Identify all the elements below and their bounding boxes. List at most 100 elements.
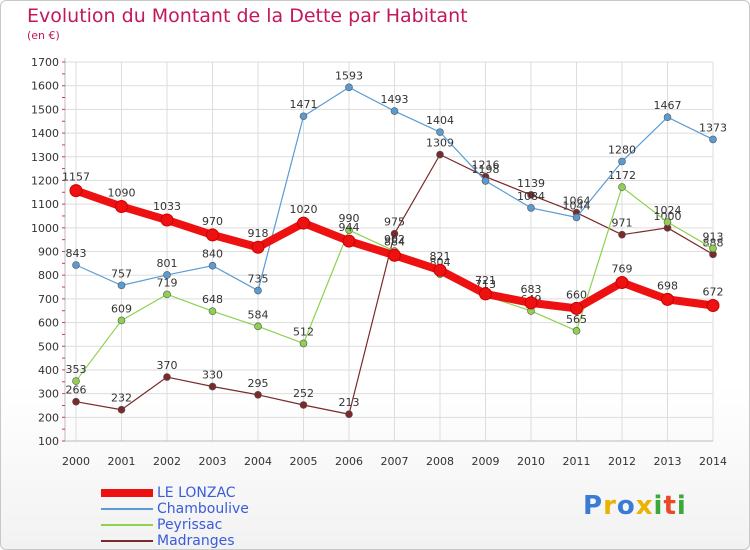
- legend-label: Madranges: [157, 533, 235, 549]
- data-label: 1404: [426, 114, 454, 127]
- data-label: 1467: [654, 99, 682, 112]
- data-label: 584: [248, 308, 269, 321]
- data-label: 1373: [699, 121, 727, 134]
- data-point: [299, 339, 308, 348]
- data-label: 1084: [517, 190, 545, 203]
- data-point: [72, 261, 80, 269]
- data-label: 888: [703, 236, 724, 249]
- legend-swatch: [101, 524, 153, 526]
- data-label: 1216: [472, 159, 500, 172]
- y-tick-label: 1200: [31, 174, 59, 187]
- y-tick-label: 1500: [31, 103, 59, 116]
- legend-label: Peyrissac: [157, 517, 223, 533]
- data-point: [709, 244, 717, 253]
- x-tick-label: 2006: [335, 455, 363, 468]
- x-tick-label: 2005: [290, 455, 318, 468]
- data-point: [342, 234, 356, 248]
- x-tick-label: 2000: [62, 455, 90, 468]
- data-point: [69, 184, 83, 198]
- data-label: 944: [339, 221, 360, 234]
- data-label: 1024: [654, 204, 682, 217]
- data-point: [163, 271, 171, 279]
- logo-letter: r: [603, 491, 617, 521]
- data-point: [572, 213, 581, 222]
- x-tick-label: 2013: [654, 455, 682, 468]
- x-tick-label: 2004: [244, 455, 272, 468]
- x-tick-label: 2011: [563, 455, 591, 468]
- y-tick-label: 600: [38, 317, 59, 330]
- data-point: [299, 401, 308, 409]
- y-tick-label: 300: [38, 388, 59, 401]
- logo-letter: i: [676, 491, 687, 521]
- data-point: [663, 218, 672, 226]
- x-tick-label: 2008: [426, 455, 454, 468]
- x-tick-label: 2010: [517, 455, 545, 468]
- data-point: [436, 150, 444, 159]
- data-label: 1198: [472, 163, 500, 176]
- data-label: 840: [202, 248, 223, 261]
- data-point: [163, 373, 171, 381]
- data-label: 672: [703, 286, 724, 299]
- data-point: [160, 213, 174, 227]
- data-point: [570, 301, 583, 315]
- data-label: 971: [612, 217, 633, 230]
- data-point: [572, 327, 581, 335]
- data-point: [254, 322, 262, 331]
- chart-legend: LE LONZAC Chamboulive Peyrissac Madranges: [101, 485, 249, 549]
- data-label: 1000: [654, 210, 682, 223]
- data-label: 902: [384, 233, 405, 246]
- data-point: [390, 229, 399, 238]
- data-label: 660: [566, 288, 587, 301]
- proxiti-logo: Proxiti: [583, 491, 687, 521]
- x-tick-label: 2003: [199, 455, 227, 468]
- data-point: [299, 112, 308, 121]
- y-tick-label: 100: [38, 435, 59, 448]
- data-point: [481, 177, 490, 185]
- data-label: 913: [703, 230, 724, 243]
- legend-item: LE LONZAC: [101, 485, 249, 501]
- data-label: 990: [339, 212, 360, 225]
- data-label: 609: [111, 302, 132, 315]
- data-point: [527, 204, 535, 212]
- data-label: 1493: [381, 93, 409, 106]
- data-label: 801: [157, 257, 178, 270]
- data-label: 1044: [563, 199, 591, 212]
- x-tick-label: 2007: [381, 455, 409, 468]
- data-point: [661, 292, 674, 306]
- data-point: [206, 228, 219, 242]
- data-label: 970: [202, 215, 223, 228]
- data-label: 821: [430, 250, 451, 263]
- data-label: 1280: [608, 143, 636, 156]
- data-label: 1139: [517, 177, 545, 190]
- y-tick-label: 1100: [31, 198, 59, 211]
- x-tick-label: 2002: [153, 455, 181, 468]
- data-point: [618, 183, 626, 191]
- y-tick-label: 1400: [31, 127, 59, 140]
- data-point: [117, 316, 126, 325]
- data-label: 252: [293, 387, 314, 400]
- data-point: [390, 107, 399, 115]
- data-label: 975: [384, 216, 405, 229]
- data-label: 757: [111, 267, 132, 280]
- legend-swatch: [101, 540, 153, 542]
- data-label: 721: [475, 274, 496, 287]
- data-point: [254, 286, 262, 295]
- legend-item: Peyrissac: [101, 517, 249, 533]
- data-label: 1064: [563, 195, 591, 208]
- chart-title: Evolution du Montant de la Dette par Hab…: [27, 5, 468, 27]
- y-tick-label: 500: [38, 340, 59, 353]
- x-tick-label: 2012: [608, 455, 636, 468]
- data-label: 648: [202, 293, 223, 306]
- logo-letter: P: [583, 491, 604, 521]
- data-label: 884: [384, 235, 405, 248]
- y-tick-label: 1600: [31, 80, 59, 93]
- data-point: [208, 261, 217, 270]
- data-point: [345, 83, 353, 92]
- data-label: 330: [202, 369, 223, 382]
- data-point: [345, 226, 353, 234]
- data-label: 266: [66, 384, 87, 397]
- x-tick-label: 2009: [472, 455, 500, 468]
- data-point: [436, 128, 444, 136]
- data-point: [345, 410, 353, 419]
